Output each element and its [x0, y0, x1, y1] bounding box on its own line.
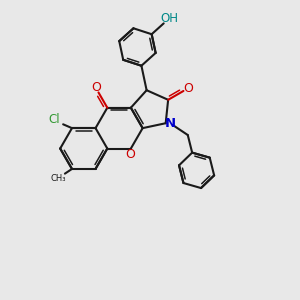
Text: OH: OH: [160, 12, 178, 25]
Text: Cl: Cl: [49, 113, 60, 126]
Text: O: O: [183, 82, 193, 95]
Text: O: O: [125, 148, 135, 161]
Text: CH₃: CH₃: [50, 174, 66, 183]
Text: O: O: [91, 81, 101, 94]
Text: N: N: [164, 117, 176, 130]
